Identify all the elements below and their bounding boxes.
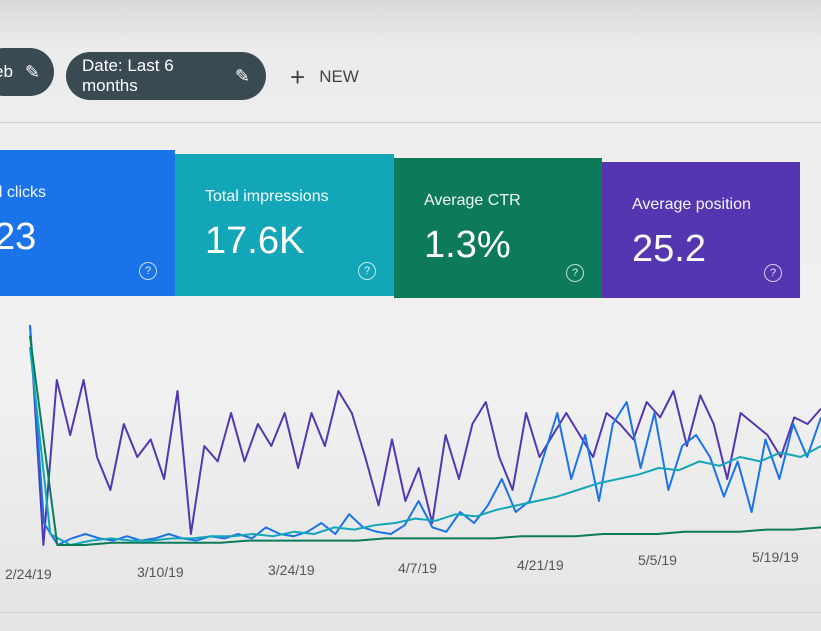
performance-chart-svg (29, 324, 821, 546)
series-line-0 (29, 324, 821, 546)
metric-value: 17.6K (205, 220, 305, 262)
metric-card-average-position[interactable]: Average position 25.2 ? (602, 162, 800, 298)
metric-label: Average position (632, 196, 751, 213)
help-icon[interactable]: ? (566, 264, 584, 282)
metric-label: Total impressions (205, 188, 329, 205)
metric-value: 25.2 (632, 228, 706, 270)
x-tick-label: 5/19/19 (752, 549, 799, 565)
performance-chart[interactable] (0, 300, 821, 600)
series-line-1 (29, 324, 821, 546)
new-filter-label: NEW (319, 67, 359, 86)
filter-chip-search-type[interactable]: eb ✎ (0, 48, 54, 96)
metric-card-total-clicks[interactable]: al clicks 23 ? (0, 150, 175, 296)
x-tick-label: 5/5/19 (638, 552, 677, 568)
x-tick-label: 2/24/19 (5, 566, 52, 582)
help-icon[interactable]: ? (358, 262, 376, 280)
metric-label: Average CTR (424, 192, 521, 209)
x-tick-label: 3/24/19 (268, 562, 315, 578)
help-icon[interactable]: ? (139, 262, 157, 280)
metric-label: al clicks (0, 184, 47, 201)
edit-icon[interactable]: ✎ (234, 65, 250, 86)
metric-card-average-ctr[interactable]: Average CTR 1.3% ? (394, 158, 602, 298)
metric-value: 23 (0, 216, 37, 258)
x-tick-label: 4/21/19 (517, 557, 564, 573)
series-line-3 (29, 335, 821, 546)
metric-value: 1.3% (424, 224, 511, 266)
divider (0, 612, 821, 613)
x-tick-label: 4/7/19 (398, 560, 437, 576)
plus-icon: + (290, 62, 306, 92)
edit-icon[interactable]: ✎ (24, 61, 41, 82)
series-line-2 (29, 346, 821, 546)
new-filter-button[interactable]: + NEW (290, 64, 359, 90)
metric-card-total-impressions[interactable]: Total impressions 17.6K ? (175, 154, 394, 296)
divider (0, 122, 821, 123)
filter-chip-date[interactable]: Date: Last 6 months ✎ (66, 52, 266, 100)
help-icon[interactable]: ? (764, 264, 782, 282)
x-tick-label: 3/10/19 (137, 564, 184, 580)
filter-chip-date-label: Date: Last 6 months (82, 56, 174, 95)
filter-chip-search-type-label: eb (0, 62, 13, 81)
